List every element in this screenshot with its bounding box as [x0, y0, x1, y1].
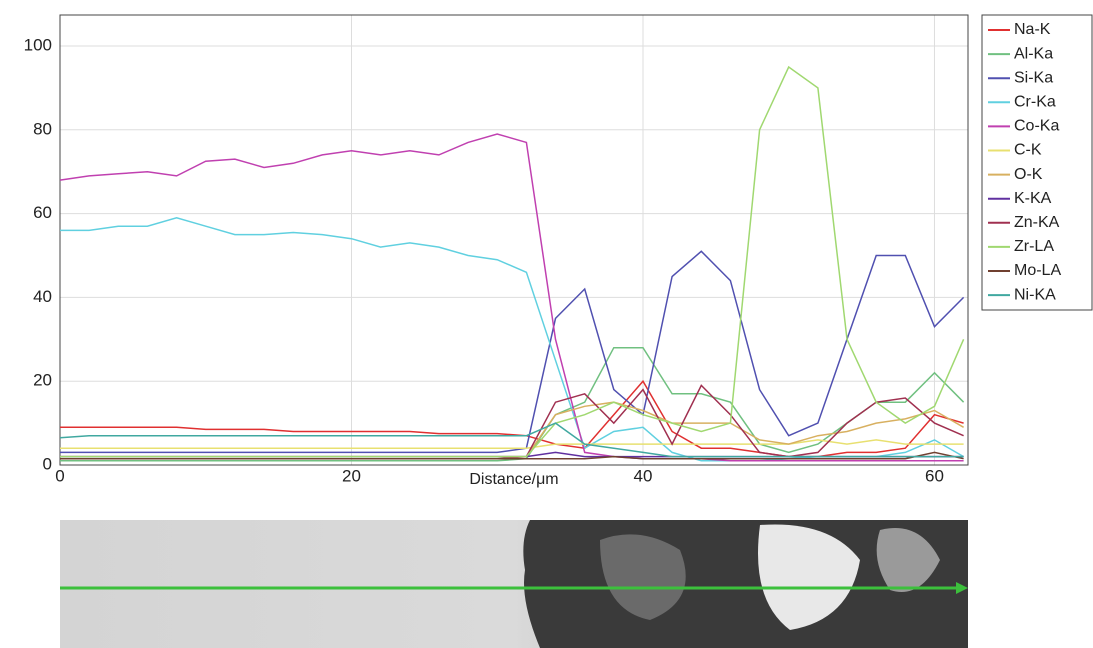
x-tick-label: 0	[55, 466, 64, 485]
series-line	[60, 217, 964, 462]
y-tick-label: 20	[33, 371, 52, 390]
legend-label: Al-Ka	[1014, 45, 1053, 62]
sem-image	[60, 520, 968, 648]
legend-label: Mo-LA	[1014, 262, 1061, 279]
y-tick-label: 60	[33, 203, 52, 222]
plot-frame	[59, 14, 969, 466]
legend-label: Co-Ka	[1014, 118, 1059, 135]
y-tick-label: 80	[33, 119, 52, 138]
series-line	[60, 451, 964, 460]
y-tick-label: 0	[43, 454, 52, 473]
legend: Na-K Al-Ka Si-Ka Cr-Ka Co-Ka C-K O-K K-KA Zn-KA Z…	[981, 14, 1093, 311]
x-axis-label: Distance/μm	[469, 471, 558, 488]
series-line	[60, 346, 965, 462]
legend-label: Cr-Ka	[1014, 94, 1056, 111]
series-line	[59, 422, 964, 458]
y-tick-label: 100	[24, 35, 52, 54]
series-line	[60, 65, 965, 458]
x-tick-label: 20	[342, 466, 361, 485]
series-line	[60, 250, 965, 454]
legend-label: Na-K	[1014, 21, 1051, 38]
x-tick-label: 40	[634, 466, 653, 485]
legend-label: Zr-LA	[1014, 238, 1054, 255]
series-line	[59, 133, 964, 462]
legend-label: Ni-KA	[1014, 286, 1056, 303]
series-line	[60, 439, 964, 449]
legend-label: K-KA	[1014, 190, 1052, 207]
y-tick-label: 40	[33, 287, 52, 306]
legend-label: Zn-KA	[1014, 214, 1060, 231]
legend-label: C-K	[1014, 142, 1042, 159]
legend-label: Si-Ka	[1014, 69, 1053, 86]
x-tick-label: 60	[925, 466, 944, 485]
legend-label: O-K	[1014, 166, 1043, 183]
